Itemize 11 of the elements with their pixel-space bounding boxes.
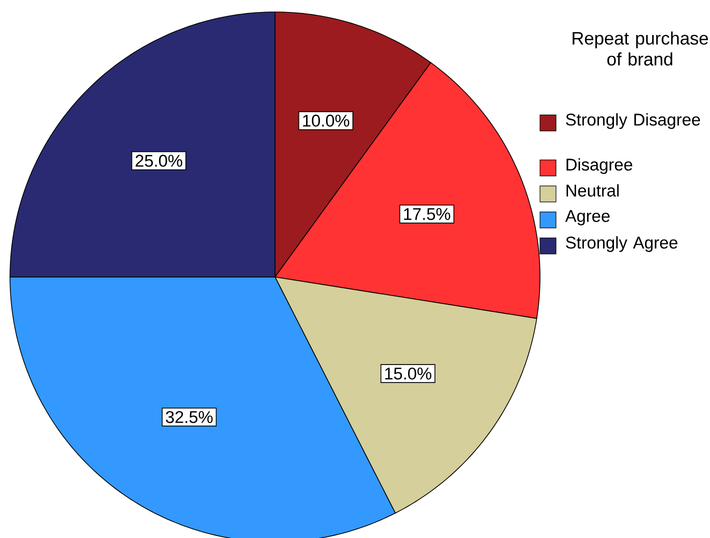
legend-label: Strongly Disagree	[566, 113, 700, 129]
legend-title: Repeat purchase of brand	[572, 31, 708, 66]
data-label: 15.0%	[385, 368, 432, 380]
legend-label: Disagree	[566, 158, 632, 174]
legend-label: Neutral	[566, 184, 619, 197]
data-label: 10.0%	[303, 114, 350, 127]
legend-label: Agree	[565, 210, 610, 226]
data-label: 17.5%	[404, 208, 450, 220]
data-label: 25.0%	[136, 154, 182, 167]
data-label: 32.5%	[166, 411, 213, 424]
legend-label: Strongly Agree	[566, 236, 678, 252]
